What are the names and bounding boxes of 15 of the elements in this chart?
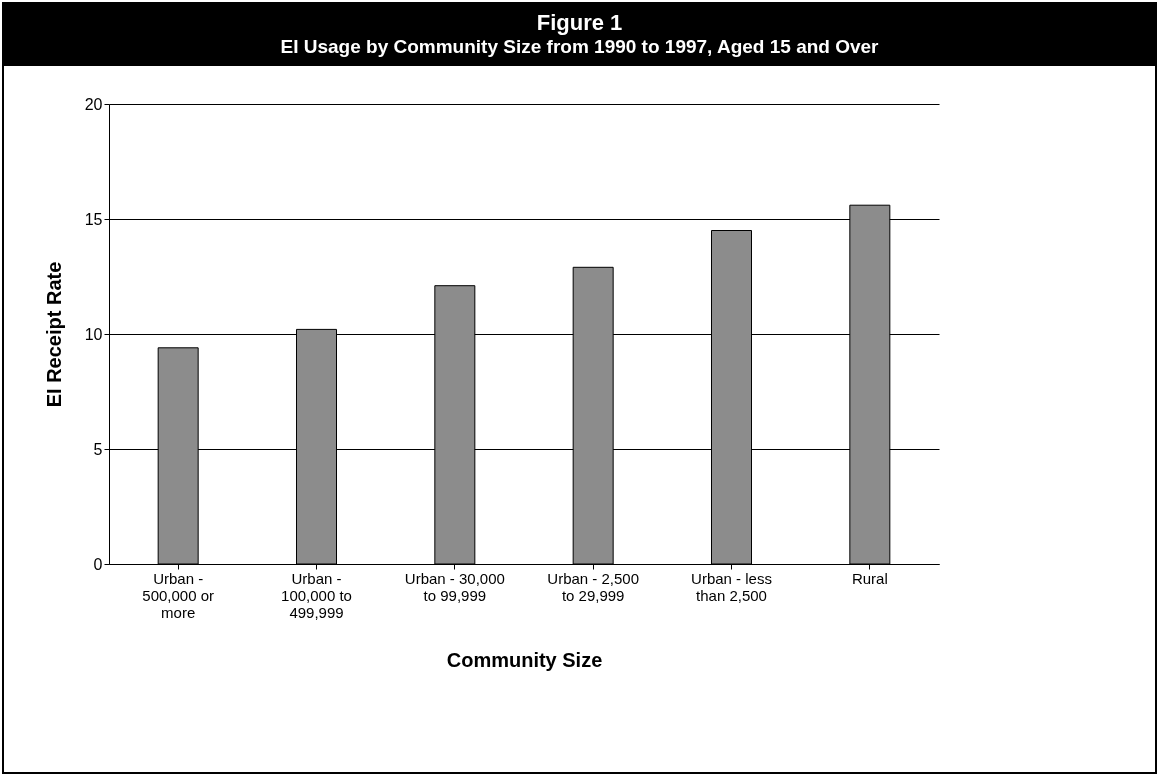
x-tick-label: Urban - 2,500 to 29,999	[547, 569, 640, 604]
x-tick-label: Urban - 30,000 to 99,999	[404, 569, 505, 604]
chart-title: Figure 1	[535, 10, 624, 36]
y-tick-label: 10	[84, 325, 103, 343]
y-tick-label: 20	[84, 95, 103, 113]
x-tick-label: Urban - 100,000 to 499,999	[281, 569, 352, 621]
x-tick-label: Urban - less than 2,500	[691, 569, 772, 604]
y-tick-label: 15	[84, 210, 103, 228]
chart-subtitle: EI Usage by Community Size from 1990 to 1997, Aged 15 and Over	[279, 36, 880, 58]
x-tick-label: Urban - 500,000 or more	[142, 569, 215, 621]
y-axis-title: EI Receipt Rate	[42, 261, 65, 408]
y-tick-label: 0	[93, 555, 103, 573]
y-tick-label: 5	[93, 440, 103, 458]
x-axis-title: Community Size	[446, 648, 603, 671]
x-tick-label: Rural	[851, 569, 888, 587]
